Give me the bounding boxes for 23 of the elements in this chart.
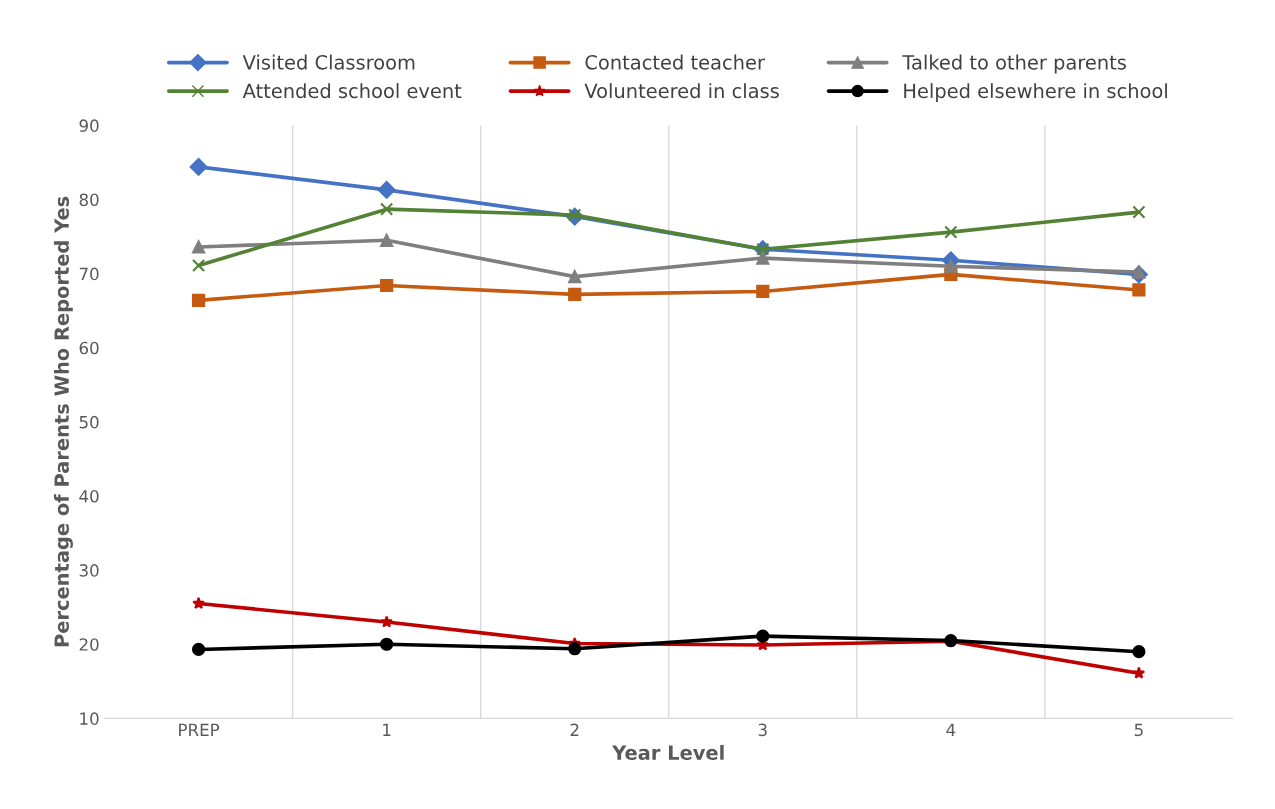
- x-tick-label: 2: [570, 723, 579, 736]
- y-tick-label: 10: [80, 712, 99, 725]
- y-axis-title: Percentage of Parents Who Reported Yes: [53, 196, 73, 647]
- y-tick-label: 90: [79, 119, 99, 132]
- x-tick-label: 4: [946, 723, 956, 736]
- legend-label: Helped elsewhere in school: [904, 83, 1167, 102]
- y-tick-label: 50: [79, 415, 99, 429]
- x-axis-title: Year Level: [612, 744, 724, 760]
- legend-label: Volunteered in class: [584, 83, 779, 99]
- legend-label: Contacted teacher: [585, 54, 765, 70]
- x-tick-label: 1: [383, 723, 391, 736]
- y-tick-label: 80: [79, 193, 99, 207]
- y-tick-label: 30: [79, 564, 99, 577]
- legend-label: Attended school event: [242, 83, 462, 99]
- y-tick-label: 70: [79, 267, 99, 281]
- y-tick-label: 20: [79, 638, 99, 651]
- legend-label: Visited Classroom: [242, 54, 415, 70]
- legend-label: Talked to other parents: [902, 54, 1126, 74]
- x-tick-label: PREP: [179, 723, 220, 736]
- y-tick-label: 60: [79, 341, 99, 355]
- x-tick-label: 3: [758, 723, 767, 737]
- y-tick-label: 40: [79, 489, 99, 503]
- x-tick-label: 5: [1134, 723, 1143, 737]
